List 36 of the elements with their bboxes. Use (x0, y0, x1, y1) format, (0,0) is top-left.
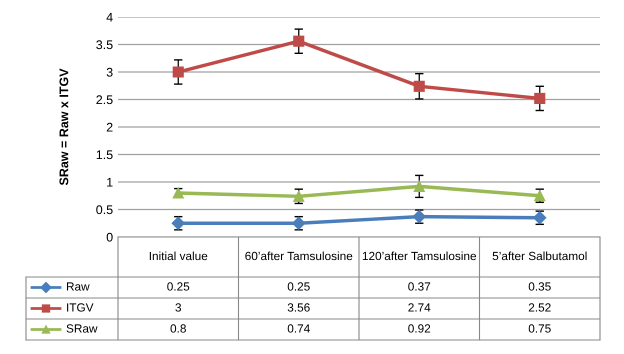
x-tick-label: Initial value (150, 251, 208, 260)
x-tick-label: 5’after Salbutamol (492, 251, 587, 260)
data-label: 0.75 (528, 324, 551, 333)
legend-label: ITGV (67, 303, 94, 312)
y-tick-label: 0.5 (96, 205, 113, 214)
point (534, 92, 546, 104)
point (414, 180, 425, 192)
data-label: 0.35 (528, 282, 551, 291)
legend-label: SRaw (66, 324, 98, 333)
y-tick-label: 4 (106, 12, 113, 22)
data-label: 2.74 (408, 303, 430, 312)
x-tick-label: 60’after Tamsulosine (245, 251, 352, 260)
data-label: 0.25 (288, 282, 310, 291)
data-label: 0.37 (408, 282, 430, 291)
data-label: 0.8 (170, 324, 186, 333)
y-tick-label: 3 (106, 68, 113, 77)
data-label: 3 (175, 303, 182, 312)
y-tick-label: 3.5 (96, 40, 113, 50)
y-tick-label: 1.5 (96, 150, 113, 160)
point (414, 80, 425, 92)
y-tick-label: 2.5 (96, 95, 113, 104)
point (293, 36, 304, 47)
data-label: 0.92 (408, 324, 430, 333)
y-tick-label: 2 (106, 122, 113, 132)
y-tick-label: 1 (107, 178, 113, 187)
point (293, 190, 304, 202)
data-label: 0.74 (288, 324, 310, 333)
legend-label: Raw (66, 282, 90, 291)
point (172, 66, 184, 78)
data-label: 0.25 (167, 282, 190, 291)
data-label: 3.56 (288, 303, 310, 312)
data-label: 2.52 (528, 303, 551, 312)
y-axis-title: SRaw = Raw x ITGV (59, 68, 68, 186)
y-tick-label: 0 (106, 232, 113, 242)
point (172, 187, 184, 199)
x-tick-label: 120’after Tamsulosine (362, 251, 476, 260)
